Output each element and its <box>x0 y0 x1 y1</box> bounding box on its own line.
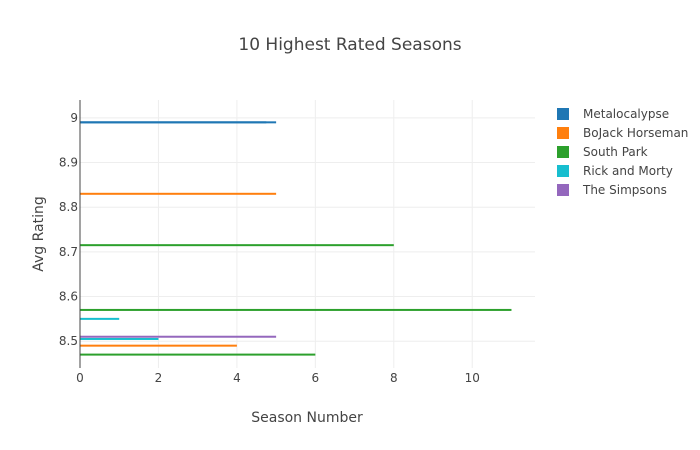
x-ticks: 0 2 4 6 8 10 <box>76 371 480 385</box>
y-tick-label: 8.8 <box>59 200 78 214</box>
y-tick-label: 9 <box>70 111 78 125</box>
bar <box>80 244 394 247</box>
legend-swatch <box>557 146 569 158</box>
legend-item[interactable]: South Park <box>557 145 648 159</box>
legend-label: Metalocalypse <box>583 107 669 121</box>
bar <box>80 317 120 320</box>
bar <box>80 308 512 311</box>
legend-label: BoJack Horseman <box>583 126 688 140</box>
legend-swatch <box>557 127 569 139</box>
y-ticks: 8.5 8.6 8.7 8.8 8.9 9 <box>59 111 78 348</box>
x-tick-label: 6 <box>312 371 320 385</box>
y-tick-label: 8.7 <box>59 245 78 259</box>
legend-swatch <box>557 165 569 177</box>
legend-label: The Simpsons <box>582 183 667 197</box>
x-tick-label: 2 <box>155 371 163 385</box>
y-tick-label: 8.5 <box>59 334 78 348</box>
legend-swatch <box>557 108 569 120</box>
x-axis-title: Season Number <box>251 410 363 426</box>
bar <box>80 353 316 356</box>
chart-title: 10 Highest Rated Seasons <box>238 35 461 55</box>
bar <box>80 121 277 124</box>
legend-item[interactable]: The Simpsons <box>557 183 667 197</box>
legend-item[interactable]: Metalocalypse <box>557 107 669 121</box>
x-tick-label: 0 <box>76 371 84 385</box>
grid <box>80 100 535 368</box>
legend-label: South Park <box>583 145 648 159</box>
legend: Metalocalypse BoJack Horseman South Park Ri… <box>557 107 688 197</box>
legend-swatch <box>557 184 569 196</box>
y-tick-label: 8.9 <box>59 156 78 170</box>
legend-item[interactable]: Rick and Morty <box>557 164 673 178</box>
x-tick-label: 4 <box>233 371 241 385</box>
y-axis-title: Avg Rating <box>31 196 47 272</box>
y-tick-label: 8.6 <box>59 290 78 304</box>
bar <box>80 337 159 340</box>
legend-item[interactable]: BoJack Horseman <box>557 126 688 140</box>
bar <box>80 335 277 338</box>
bars <box>80 121 512 356</box>
legend-label: Rick and Morty <box>583 164 673 178</box>
x-tick-label: 10 <box>465 371 480 385</box>
bar <box>80 344 237 347</box>
x-tick-label: 8 <box>390 371 398 385</box>
bar <box>80 192 277 195</box>
